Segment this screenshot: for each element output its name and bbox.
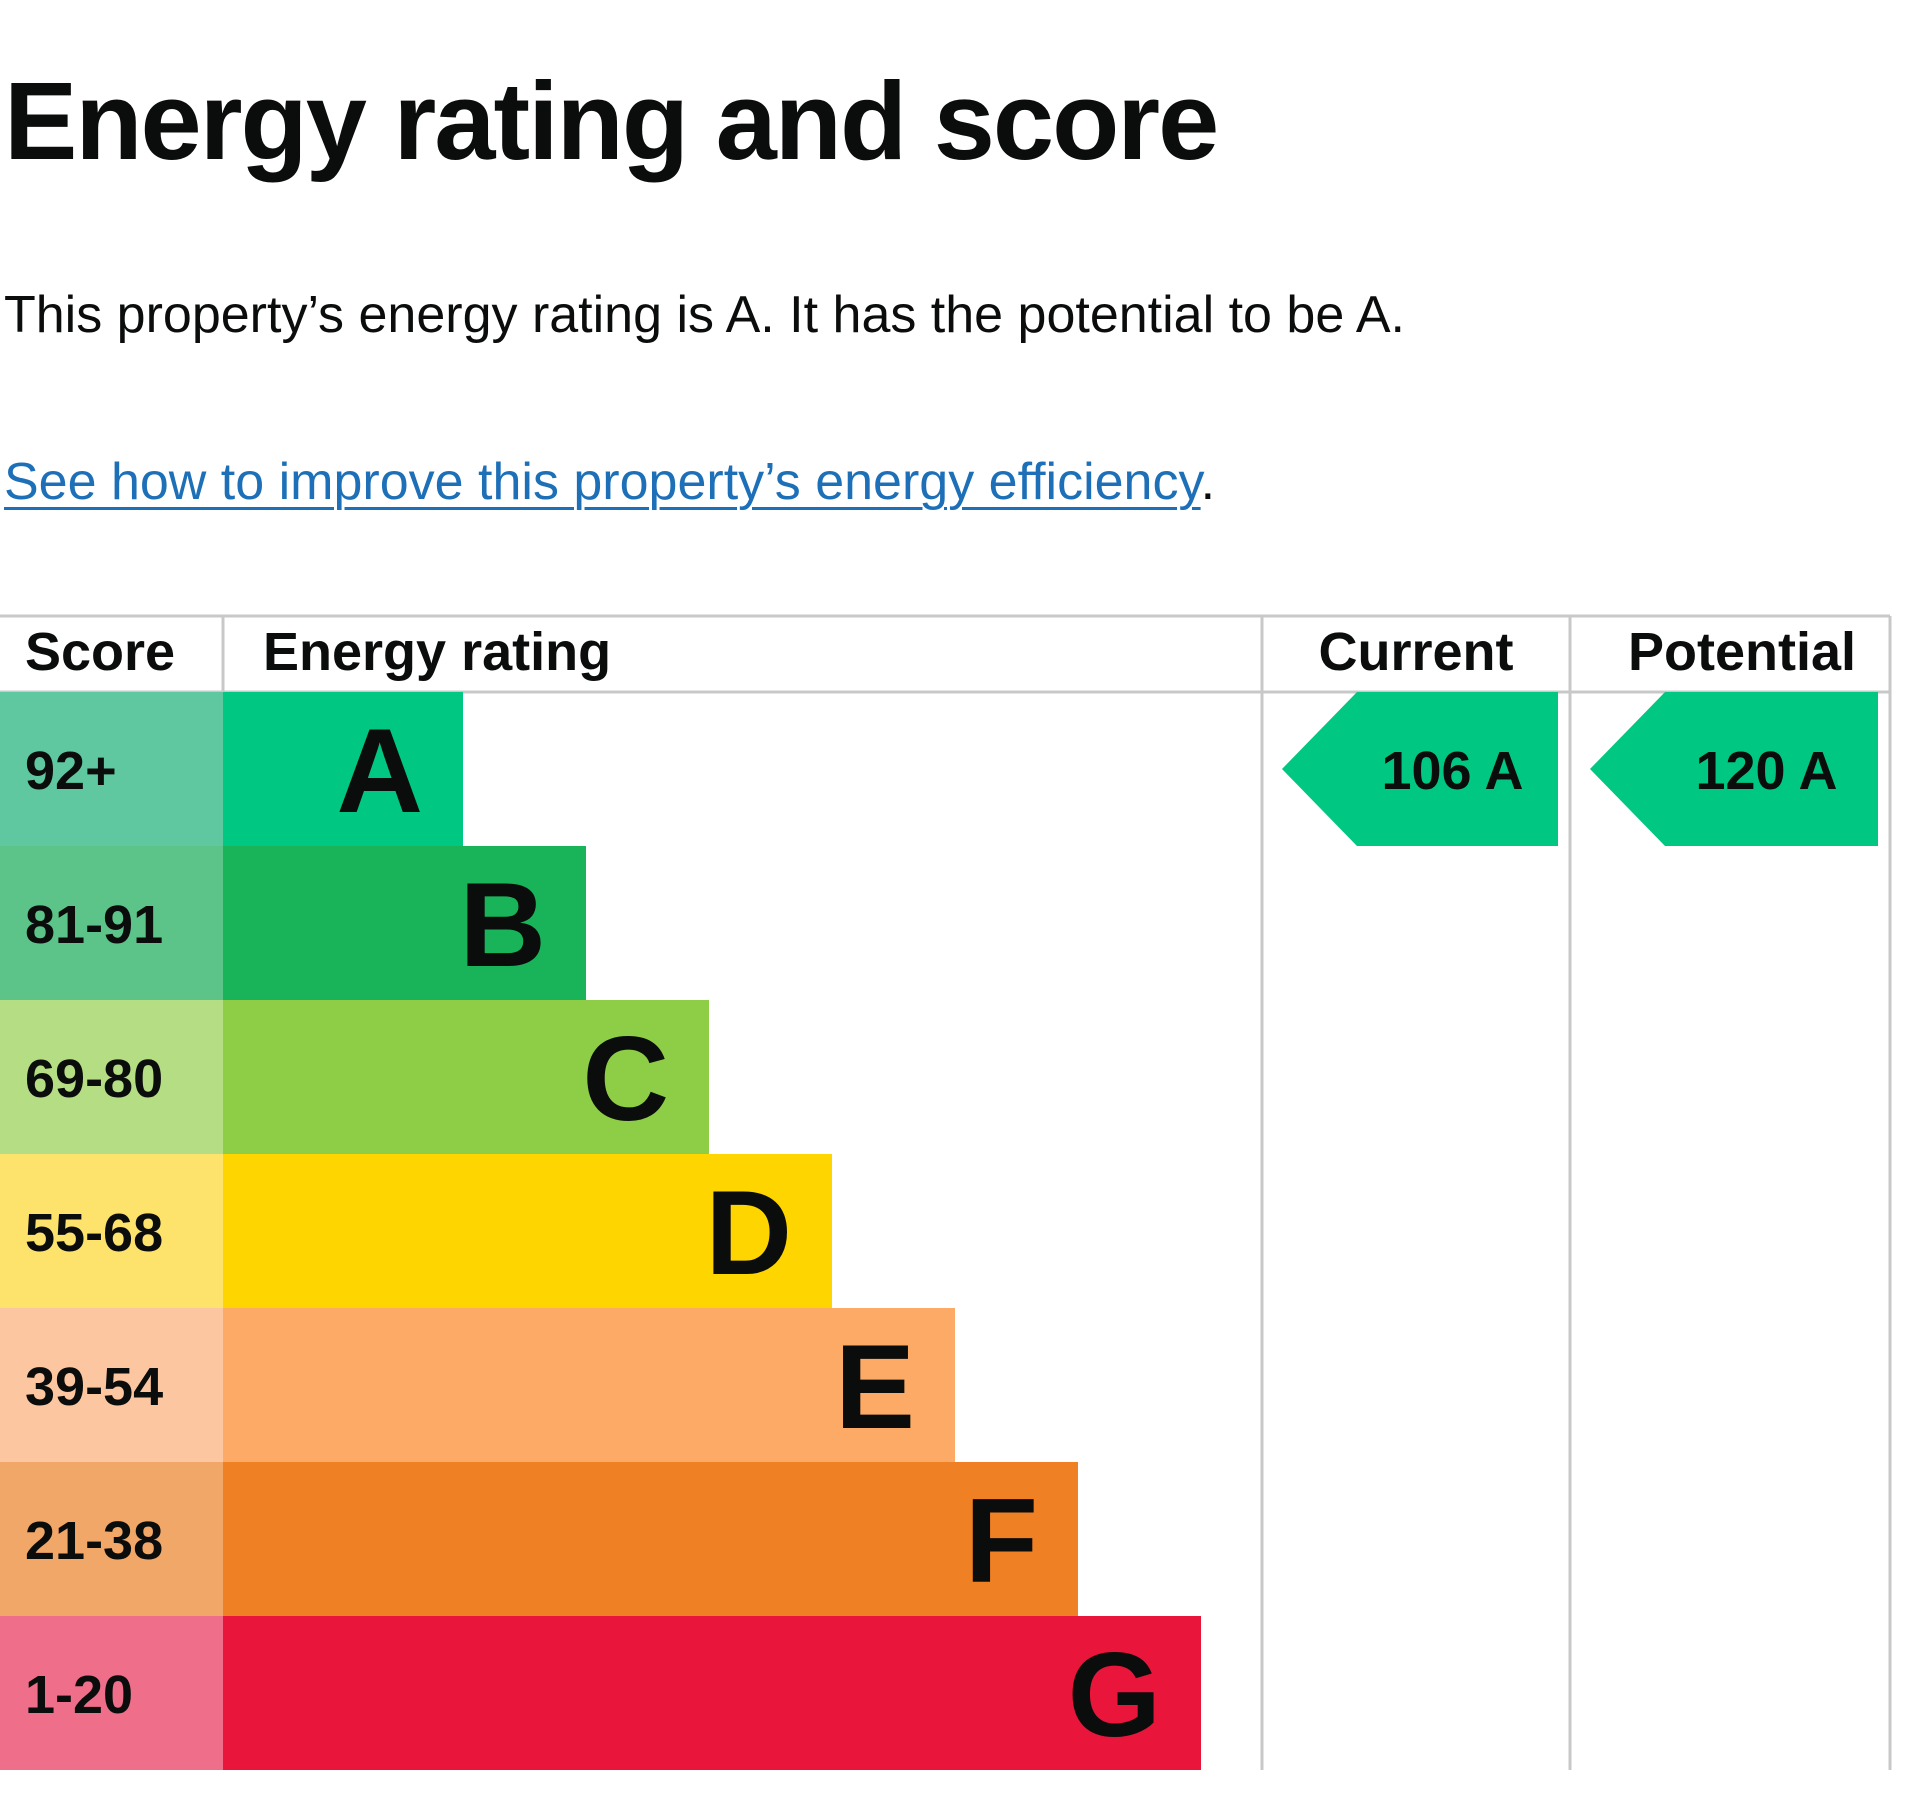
score-label-b: 81-91: [25, 895, 163, 955]
score-cell-a: [0, 692, 223, 846]
rating-summary: This property’s energy rating is A. It h…: [4, 286, 1405, 344]
rating-bar-g: [223, 1616, 1201, 1770]
page-title: Energy rating and score: [4, 60, 1219, 183]
score-cell-c: [0, 1000, 223, 1154]
rating-bar-a: [223, 692, 463, 846]
score-cell-g: [0, 1616, 223, 1770]
rating-bar-e: [223, 1308, 955, 1462]
rating-bar-b: [223, 846, 586, 1000]
score-cell-e: [0, 1308, 223, 1462]
epc-chart: 92+ A81-91 B69-80 C55-68 D39-54 E21-38 F1-20 G …: [0, 614, 1892, 1770]
score-label-f: 21-38: [25, 1511, 163, 1571]
potential-rating-arrow: [1590, 692, 1878, 846]
rating-bar-f: [223, 1462, 1078, 1616]
score-label-e: 39-54: [25, 1357, 163, 1417]
rating-letter-f: F: [965, 1474, 1038, 1608]
chart-headers: Score Energy rating Current Potential: [25, 622, 1856, 682]
score-label-c: 69-80: [25, 1049, 163, 1109]
score-cell-f: [0, 1462, 223, 1616]
rating-letter-d: D: [705, 1166, 792, 1300]
improve-link-suffix: .: [1200, 453, 1216, 511]
header-current: Current: [1318, 622, 1513, 682]
rating-bar-c: [223, 1000, 709, 1154]
score-label-g: 1-20: [25, 1665, 133, 1725]
header-rating: Energy rating: [263, 622, 611, 682]
rating-bands: 92+ A 81-91 B 69-80 C 55-68 D 39-54 E 21-38 F 1-20 G: [0, 692, 1201, 1770]
rating-letter-e: E: [835, 1320, 915, 1454]
current-rating-arrow: [1282, 692, 1558, 846]
header-potential: Potential: [1628, 622, 1856, 682]
rating-letter-c: C: [582, 1012, 669, 1146]
rating-bar-d: [223, 1154, 832, 1308]
score-label-a: 92+: [25, 741, 117, 801]
header-score: Score: [25, 622, 175, 682]
score-label-d: 55-68: [25, 1203, 163, 1263]
improve-link[interactable]: See how to improve this property’s energ…: [4, 453, 1201, 511]
current-rating-label: 106 A: [1381, 741, 1523, 801]
potential-rating-label: 120 A: [1695, 741, 1837, 801]
rating-letter-a: A: [336, 704, 423, 838]
rating-letter-b: B: [459, 858, 546, 992]
rating-letter-g: G: [1068, 1628, 1161, 1762]
improve-paragraph: See how to improve this property’s energ…: [4, 452, 1215, 512]
score-cell-d: [0, 1154, 223, 1308]
rating-markers: 106 A 120 A: [1282, 692, 1878, 846]
score-cell-b: [0, 846, 223, 1000]
